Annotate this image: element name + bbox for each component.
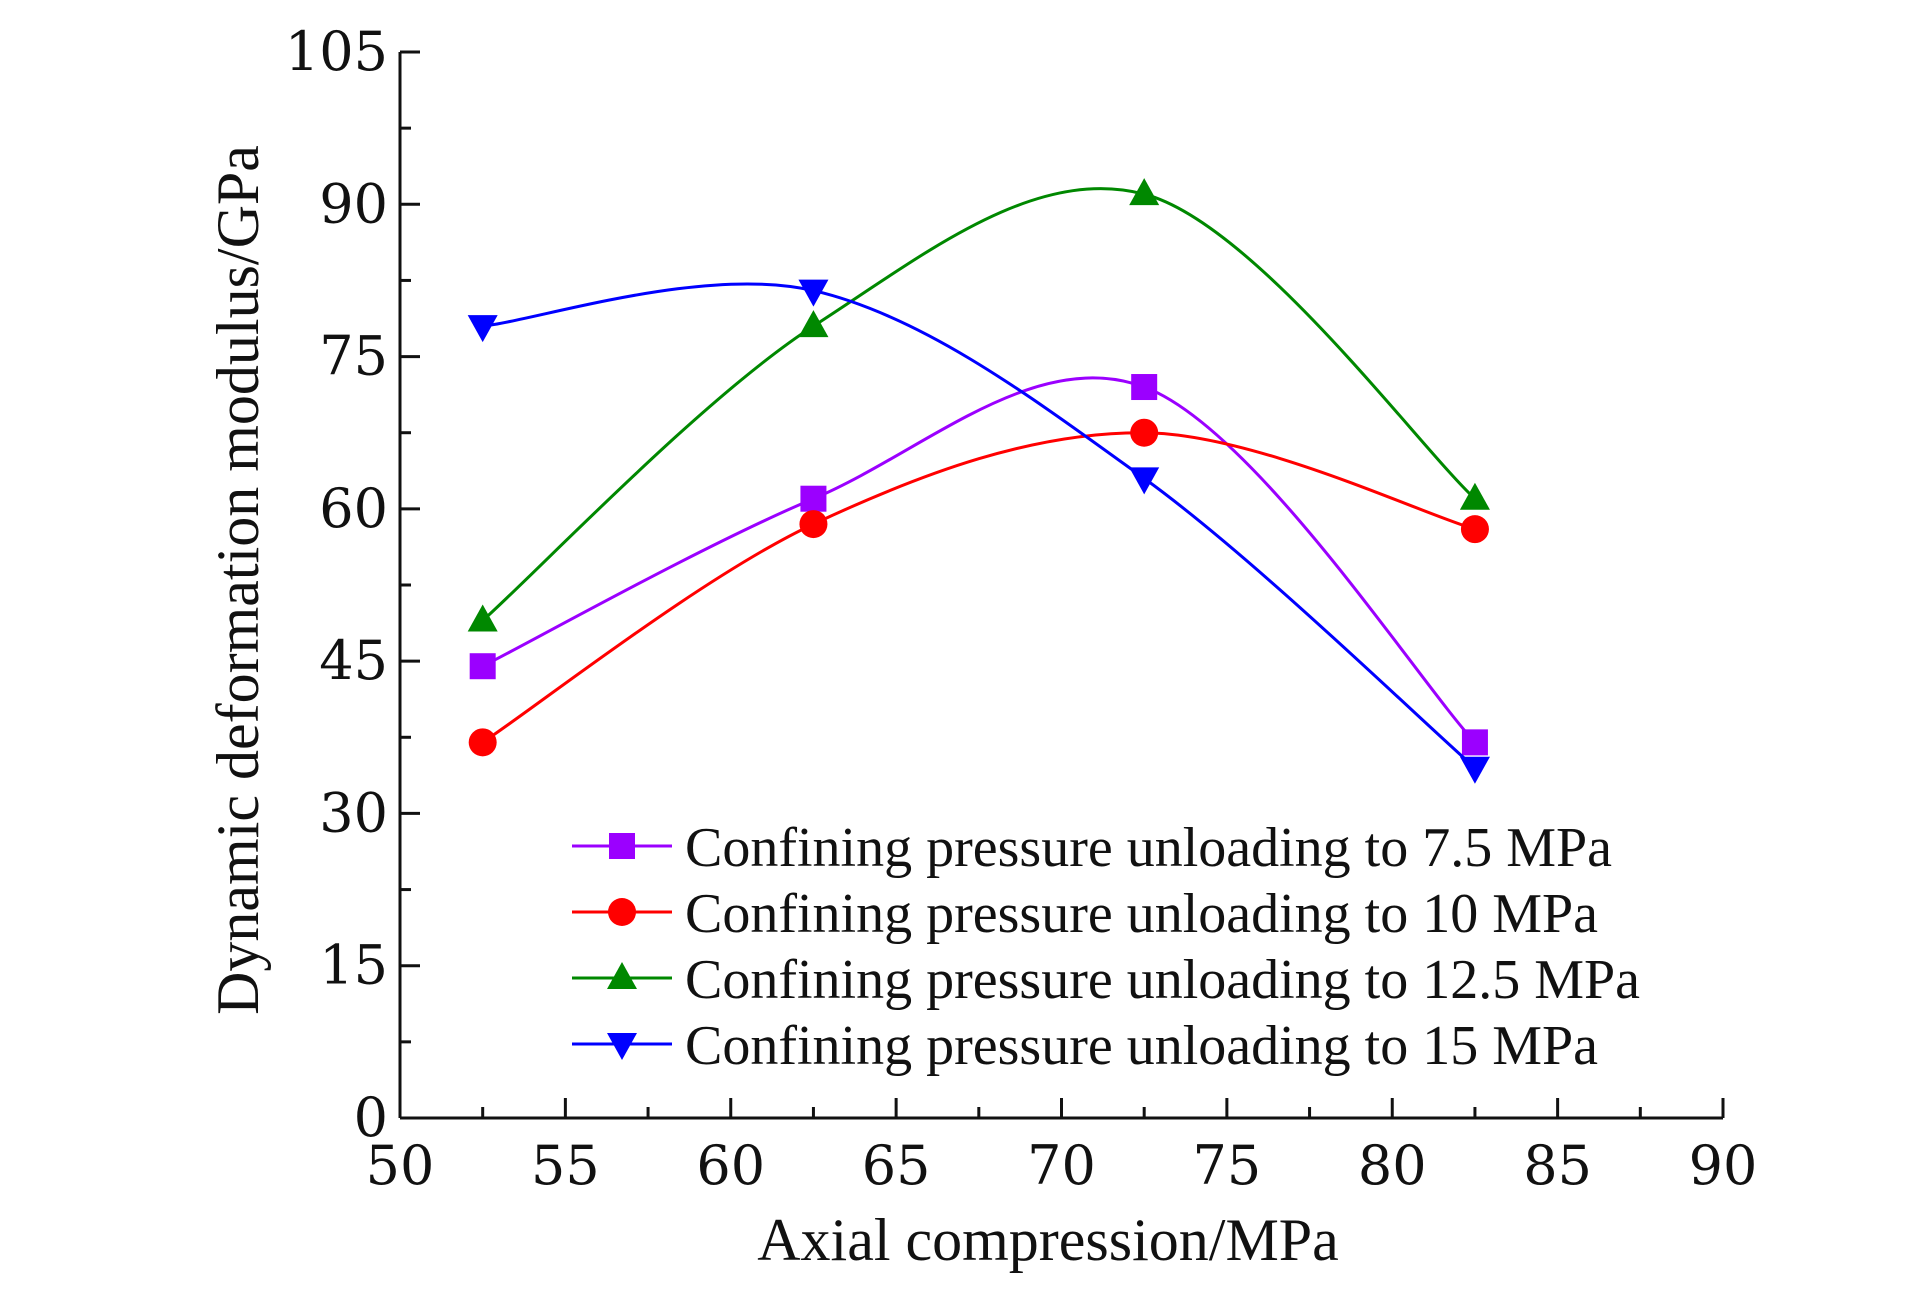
legend-marker xyxy=(608,898,636,926)
series-4 xyxy=(467,279,1490,784)
series-line xyxy=(481,187,1476,622)
series-3 xyxy=(467,178,1490,632)
data-point xyxy=(1129,178,1160,206)
data-point xyxy=(1461,729,1488,756)
x-tick-label: 85 xyxy=(1523,1134,1592,1197)
legend-label: Confining pressure unloading to 7.5 MPa xyxy=(685,817,1612,879)
legend-label: Confining pressure unloading to 15 MPa xyxy=(685,1015,1598,1077)
y-tick-label: 105 xyxy=(285,20,388,83)
legend-item-4: Confining pressure unloading to 15 MPa xyxy=(572,1015,1598,1077)
y-tick-label: 45 xyxy=(319,629,388,692)
x-tick-label: 55 xyxy=(531,1134,600,1197)
x-tick-label: 60 xyxy=(696,1134,765,1197)
series-layer xyxy=(467,178,1490,784)
legend-marker xyxy=(607,1033,637,1060)
legend-label: Confining pressure unloading to 12.5 MPa xyxy=(685,949,1640,1011)
x-tick-label: 50 xyxy=(366,1134,435,1197)
data-point xyxy=(1460,515,1489,544)
y-axis-title: Dynamic deformation modulus/GPa xyxy=(205,145,271,1015)
series-line xyxy=(481,431,1476,744)
legend-marker xyxy=(607,962,637,989)
y-tick-label: 30 xyxy=(319,781,388,844)
legend: Confining pressure unloading to 7.5 MPaC… xyxy=(572,817,1640,1077)
series-line xyxy=(482,282,1476,769)
legend-item-2: Confining pressure unloading to 10 MPa xyxy=(572,883,1598,945)
series-1 xyxy=(469,374,1488,756)
legend-item-3: Confining pressure unloading to 12.5 MPa xyxy=(572,949,1640,1011)
data-point xyxy=(800,485,827,512)
data-point xyxy=(1129,467,1160,495)
x-tick-label: 70 xyxy=(1027,1134,1096,1197)
legend-label: Confining pressure unloading to 10 MPa xyxy=(685,883,1598,945)
legend-item-1: Confining pressure unloading to 7.5 MPa xyxy=(572,817,1612,879)
data-point xyxy=(799,510,828,539)
tick-labels: 0 15 30 45 60 75 90 105 50 55 60 65 70 75 80 85 90 xyxy=(285,20,1757,1197)
x-tick-label: 90 xyxy=(1689,1134,1758,1197)
data-point xyxy=(469,653,496,680)
y-tick-label: 90 xyxy=(319,172,388,235)
axes xyxy=(398,50,1725,1120)
data-point xyxy=(468,728,497,757)
x-tick-label: 80 xyxy=(1358,1134,1427,1197)
series-line xyxy=(482,376,1477,744)
y-tick-label: 0 xyxy=(354,1086,388,1149)
y-tick-label: 75 xyxy=(319,325,388,388)
x-tick-label: 75 xyxy=(1193,1134,1262,1197)
y-tick-label: 60 xyxy=(319,477,388,540)
data-point xyxy=(1459,482,1490,510)
data-point xyxy=(1131,374,1158,401)
x-tick-label: 65 xyxy=(862,1134,931,1197)
y-tick-label: 15 xyxy=(319,934,388,997)
data-point xyxy=(467,315,498,343)
data-point xyxy=(798,310,829,338)
series-2 xyxy=(468,418,1489,757)
legend-marker xyxy=(609,833,635,859)
x-axis-title: Axial compression/MPa xyxy=(757,1207,1339,1273)
data-point xyxy=(1130,418,1159,447)
data-point xyxy=(1459,756,1490,784)
data-point xyxy=(798,279,829,307)
data-point xyxy=(467,604,498,632)
